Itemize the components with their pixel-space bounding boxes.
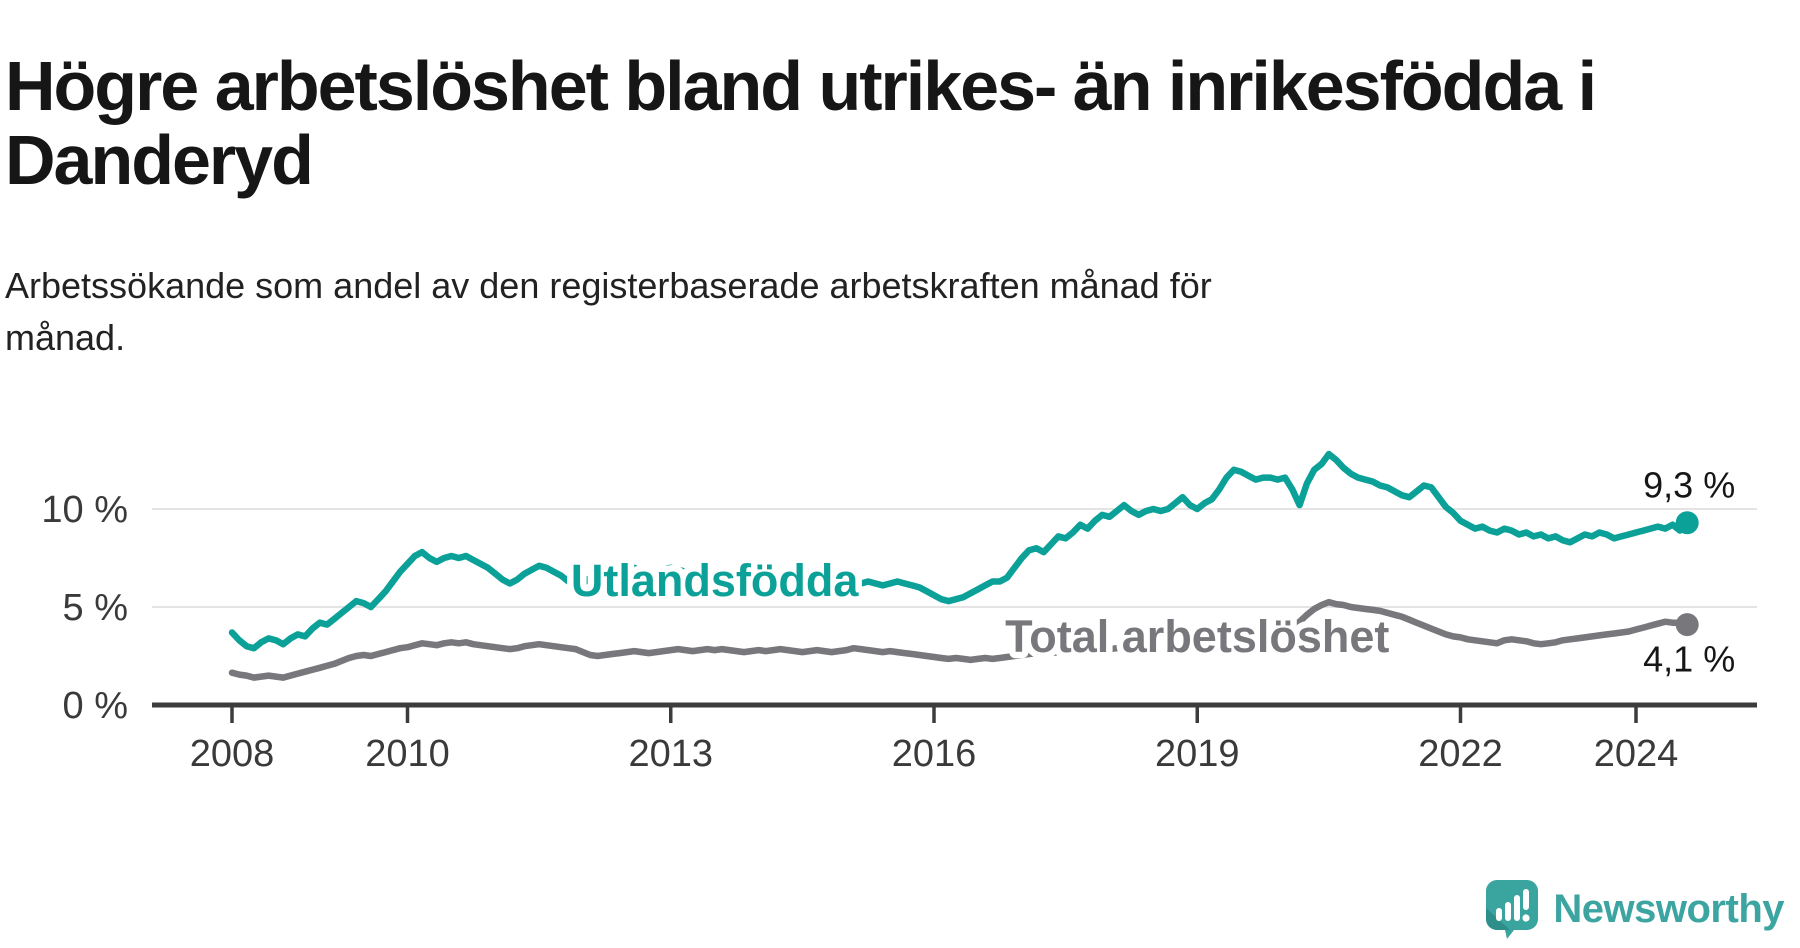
y-tick-label: 5 % <box>63 587 128 629</box>
end-value-label-utlandsfodda: 9,3 % <box>1643 465 1735 506</box>
series-label-total: Total arbetslöshet <box>1005 611 1389 662</box>
x-tick-label: 2013 <box>628 733 713 775</box>
logo-bubble <box>1486 880 1539 939</box>
page-subtitle: Arbetssökande som andel av den registerb… <box>5 265 1212 358</box>
series-label-utlandsfodda: Utlandsfödda <box>571 555 859 606</box>
newsworthy-logo-text: Newsworthy <box>1553 886 1784 931</box>
y-axis-labels: 0 % 5 % 10 % <box>41 489 128 727</box>
x-axis-ticks <box>230 707 1638 723</box>
page-title: Högre arbetslöshet bland utrikes- än inr… <box>5 46 1597 200</box>
line-total-arbetsloshet <box>228 598 1691 681</box>
gridlines <box>152 508 1757 608</box>
x-tick-label: 2022 <box>1418 733 1503 775</box>
x-tick-label: 2010 <box>365 733 450 775</box>
newsworthy-logo: Newsworthy <box>1484 878 1784 940</box>
y-tick-label: 10 % <box>41 489 128 531</box>
x-tick-label: 2024 <box>1594 733 1679 775</box>
end-dot-utlandsfodda <box>1675 511 1699 535</box>
end-dot-total <box>1675 613 1699 637</box>
newsworthy-logo-icon <box>1486 880 1539 939</box>
end-value-label-total: 4,1 % <box>1643 639 1735 680</box>
x-tick-label: 2016 <box>892 733 977 775</box>
line-utlandsfodda <box>228 450 1691 652</box>
x-tick-label: 2008 <box>190 733 275 775</box>
x-tick-label: 2019 <box>1155 733 1240 775</box>
y-tick-label: 0 % <box>63 685 128 727</box>
logo-bars <box>1496 889 1530 922</box>
x-axis-labels: 2008 2010 2013 2016 2019 2022 2024 <box>190 733 1679 775</box>
